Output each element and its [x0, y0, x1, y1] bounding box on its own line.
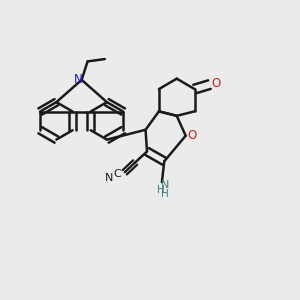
- Text: H: H: [161, 189, 169, 199]
- Text: O: O: [187, 129, 196, 142]
- Text: H: H: [157, 184, 164, 194]
- Text: N: N: [105, 172, 113, 183]
- Text: N: N: [74, 74, 83, 86]
- Text: O: O: [212, 76, 220, 90]
- Text: C: C: [113, 169, 121, 179]
- Text: N: N: [161, 180, 169, 190]
